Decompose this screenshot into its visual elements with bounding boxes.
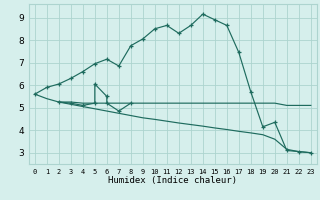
X-axis label: Humidex (Indice chaleur): Humidex (Indice chaleur) [108, 176, 237, 185]
